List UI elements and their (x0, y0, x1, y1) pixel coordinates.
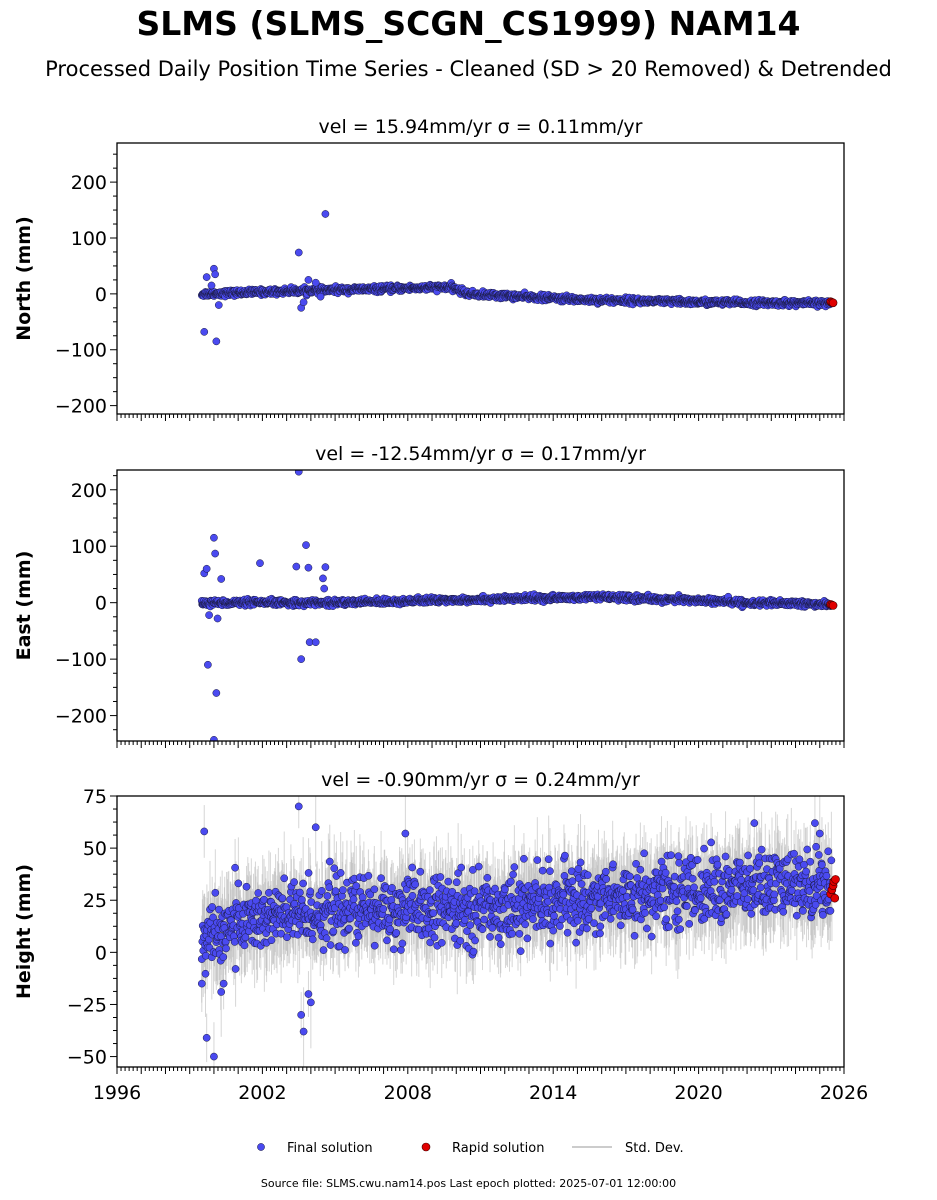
panel-title: vel = -12.54mm/yr σ = 0.17mm/yr (315, 443, 646, 465)
final-points (197, 470, 836, 741)
y-axis-label: East (mm) (13, 551, 35, 661)
page-subtitle: Processed Daily Position Time Series - C… (45, 57, 892, 81)
y-tick-label: −200 (55, 396, 107, 418)
final-point (321, 210, 330, 218)
data-layer (198, 209, 838, 346)
y-tick-label: 200 (71, 172, 107, 194)
final-point (214, 301, 223, 309)
rapid-points (826, 297, 838, 308)
final-point (299, 298, 308, 307)
final-point (202, 273, 211, 281)
final-point (200, 328, 209, 336)
final-point (212, 337, 221, 346)
final-point (304, 276, 313, 284)
y-tick-label: 0 (95, 284, 107, 306)
page-title: SLMS (SLMS_SCGN_CS1999) NAM14 (136, 4, 801, 43)
final-point (294, 248, 303, 257)
y-axis-label: North (mm) (13, 216, 35, 341)
panel-title: vel = 15.94mm/yr σ = 0.11mm/yr (319, 116, 643, 138)
rapid-point (828, 298, 838, 308)
data-layer (197, 470, 838, 741)
y-tick-label: 100 (71, 228, 107, 250)
y-tick-label: −100 (55, 340, 107, 362)
stddev-bars (201, 209, 833, 344)
panel-north: vel = 15.94mm/yr σ = 0.11mm/yr North (mm)… (13, 116, 845, 421)
plot-frame (116, 142, 845, 415)
final-point (316, 292, 325, 301)
final-points (198, 210, 836, 346)
panel-east: vel = -12.54mm/yr σ = 0.17mm/yr East (mm)… (13, 443, 845, 748)
final-point (211, 270, 219, 279)
final-point (207, 281, 216, 290)
final-point (311, 278, 320, 287)
